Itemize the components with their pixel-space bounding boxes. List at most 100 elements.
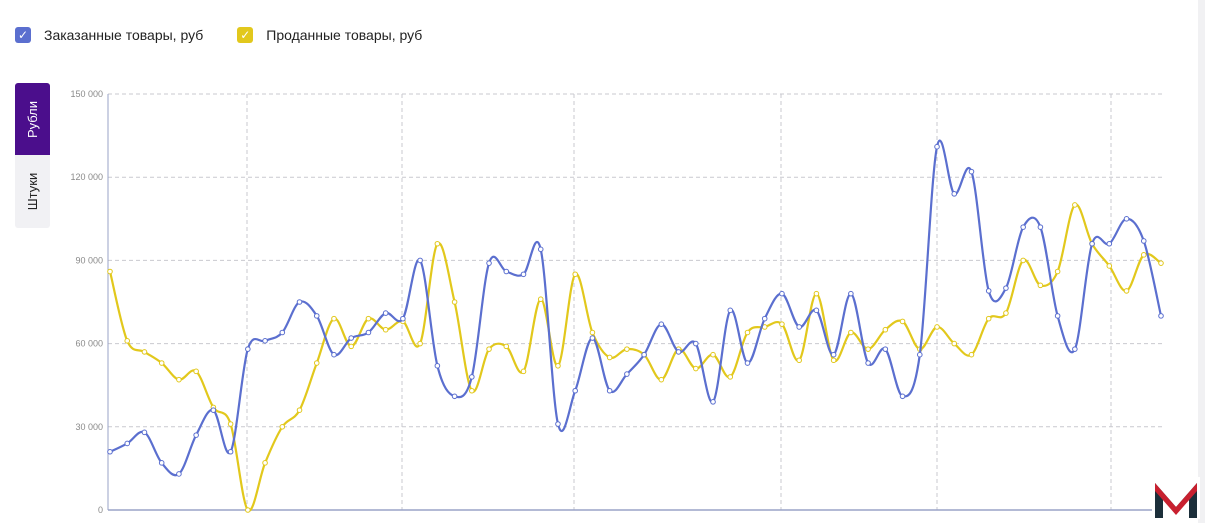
data-point-sold — [848, 329, 854, 336]
data-point-ordered — [606, 387, 613, 394]
data-point-ordered — [331, 351, 337, 358]
data-point-ordered — [779, 290, 785, 297]
data-point-sold — [1037, 282, 1044, 289]
data-point-ordered — [1003, 285, 1009, 291]
data-point-sold — [589, 329, 596, 336]
data-point-sold — [245, 507, 251, 513]
data-point-ordered — [796, 324, 802, 330]
data-point-ordered — [227, 448, 234, 455]
data-point-sold — [985, 315, 992, 322]
data-point-ordered — [245, 346, 251, 352]
data-point-sold — [296, 407, 303, 413]
data-point-ordered — [916, 351, 923, 358]
data-point-ordered — [641, 351, 647, 358]
data-point-ordered — [296, 299, 303, 305]
series-line-sold — [108, 203, 1162, 512]
data-point-ordered — [865, 360, 871, 366]
data-point-sold — [796, 357, 802, 364]
check-icon: ✓ — [17, 28, 29, 42]
data-point-ordered — [675, 349, 682, 355]
data-point-sold — [727, 374, 734, 380]
data-point-sold — [865, 346, 871, 352]
check-icon: ✓ — [240, 28, 251, 42]
data-point-sold — [141, 349, 148, 355]
data-point-sold — [1106, 263, 1113, 269]
data-point-ordered — [761, 315, 768, 322]
data-point-ordered — [434, 362, 441, 369]
chart-legend: ✓ Заказанные товары, руб ✓ Проданные тов… — [15, 27, 456, 43]
data-point-ordered — [1140, 238, 1147, 244]
data-point-sold — [813, 290, 820, 297]
data-point-sold — [1158, 260, 1164, 266]
data-point-ordered — [848, 290, 854, 297]
data-point-sold — [1072, 202, 1078, 208]
data-point-sold — [503, 343, 510, 350]
data-point-ordered — [744, 360, 751, 366]
data-point-sold — [520, 368, 527, 375]
data-point-ordered — [451, 393, 458, 400]
data-point-sold — [537, 296, 544, 303]
legend-item-ordered[interactable]: ✓ Заказанные товары, руб — [15, 27, 203, 43]
data-point-sold — [486, 346, 492, 352]
data-point-sold — [451, 299, 458, 305]
data-point-sold — [899, 318, 906, 325]
y-tick-label: 150 000 — [70, 89, 103, 99]
data-point-sold — [193, 368, 199, 375]
data-point-sold — [1054, 268, 1061, 275]
legend-label-ordered: Заказанные товары, руб — [44, 27, 204, 43]
legend-label-sold: Проданные товары, руб — [266, 27, 423, 43]
data-point-ordered — [417, 257, 423, 264]
data-point-sold — [1123, 288, 1130, 294]
data-point-ordered — [968, 168, 975, 175]
data-point-sold — [1003, 310, 1009, 316]
data-point-ordered — [710, 399, 716, 405]
data-point-ordered — [503, 268, 510, 275]
data-point-ordered — [124, 440, 131, 447]
data-point-ordered — [382, 310, 389, 316]
data-point-sold — [779, 321, 785, 327]
data-point-sold — [606, 354, 613, 361]
data-point-sold — [882, 326, 889, 333]
data-point-sold — [434, 240, 441, 247]
data-point-sold — [107, 268, 113, 275]
data-point-ordered — [348, 335, 355, 341]
scrollbar-track[interactable] — [1198, 0, 1205, 523]
series-line-ordered — [109, 139, 1163, 477]
data-point-ordered — [1106, 240, 1113, 247]
data-point-sold — [469, 387, 475, 394]
data-point-ordered — [572, 387, 578, 394]
data-point-ordered — [727, 307, 734, 314]
data-point-sold — [934, 324, 940, 330]
data-point-ordered — [486, 260, 492, 266]
data-point-ordered — [1158, 313, 1164, 319]
legend-item-sold[interactable]: ✓ Проданные товары, руб — [237, 27, 422, 43]
data-point-ordered — [469, 374, 475, 380]
y-tick-label: 30 000 — [75, 422, 103, 432]
y-tick-label: 60 000 — [75, 339, 103, 349]
data-point-sold — [382, 326, 389, 333]
data-point-sold — [262, 460, 268, 466]
tab-rubles[interactable]: Рубли — [15, 83, 50, 155]
data-point-sold — [331, 315, 337, 322]
data-point-ordered — [1020, 224, 1026, 230]
data-point-ordered — [210, 407, 217, 413]
ordered-checkbox[interactable]: ✓ — [15, 27, 31, 43]
data-point-sold — [176, 376, 182, 383]
data-point-sold — [951, 340, 958, 347]
data-point-sold — [624, 346, 630, 352]
sold-checkbox[interactable]: ✓ — [237, 27, 254, 43]
data-point-ordered — [313, 313, 320, 319]
y-tick-label: 120 000 — [70, 172, 103, 182]
data-point-sold — [124, 338, 131, 344]
data-point-sold — [365, 315, 372, 322]
data-point-sold — [348, 343, 355, 350]
data-point-ordered — [1123, 216, 1130, 222]
data-point-ordered — [899, 393, 906, 400]
data-point-ordered — [951, 191, 958, 197]
data-point-ordered — [882, 346, 889, 352]
data-point-sold — [1020, 257, 1026, 264]
brand-logo-icon — [1152, 477, 1200, 519]
data-point-sold — [417, 340, 423, 347]
data-point-ordered — [589, 335, 596, 341]
